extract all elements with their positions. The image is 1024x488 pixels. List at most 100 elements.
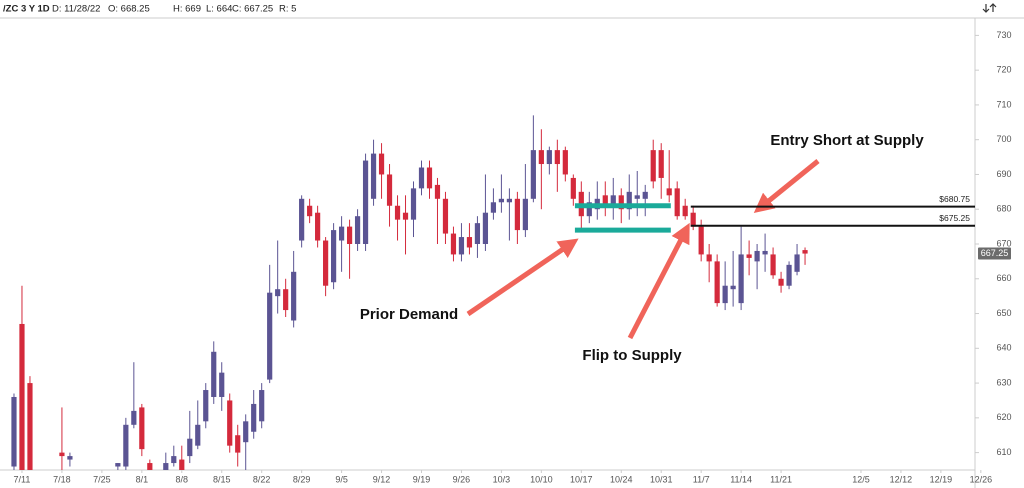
candle-body: [402, 212, 409, 220]
x-tick-label: 10/17: [570, 474, 593, 484]
candle-body: [802, 250, 808, 254]
x-tick-label: 10/24: [610, 474, 633, 484]
candle-body: [275, 289, 281, 297]
x-tick-label: 12/19: [930, 474, 953, 484]
candle-body: [27, 383, 33, 470]
last-price-box: [978, 247, 1011, 260]
candle-body: [698, 226, 704, 255]
annotation: Entry Short at Supply: [770, 132, 924, 149]
x-tick-label: 12/5: [852, 474, 870, 484]
candle-body: [746, 254, 752, 258]
candle-body: [115, 463, 121, 467]
x-tick-label: 8/15: [213, 474, 231, 484]
candle-body: [626, 191, 632, 210]
candle-body: [490, 202, 497, 213]
candle-body: [386, 174, 393, 206]
y-tick-label: 720: [996, 65, 1011, 75]
candle-body: [650, 150, 656, 182]
candle-body: [227, 400, 233, 446]
candle-body: [498, 198, 505, 203]
y-tick-label: 650: [996, 308, 1011, 318]
x-tick-label: 7/11: [14, 474, 31, 484]
candle-body: [506, 198, 512, 203]
candle-body: [554, 150, 560, 165]
header-close: C: 667.25: [232, 4, 273, 15]
x-tick-label: 8/22: [253, 474, 271, 484]
last-price-label: 667.25: [981, 248, 1009, 258]
y-tick-label: 630: [996, 377, 1011, 387]
candle-body: [235, 435, 241, 453]
candle-body: [299, 198, 305, 241]
header-low: L: 664: [206, 4, 232, 15]
candle-body: [666, 188, 672, 196]
candle-body: [530, 150, 536, 199]
candle-body: [570, 177, 576, 199]
x-tick-label: 11/14: [730, 474, 752, 484]
x-tick-label: 10/3: [493, 474, 511, 484]
candle-body: [19, 323, 25, 470]
candle-body: [219, 372, 225, 397]
header-range: R: 5: [279, 4, 296, 15]
candle-body: [123, 424, 129, 467]
y-tick-label: 710: [996, 99, 1011, 109]
candle-body: [418, 167, 425, 189]
candle-body: [538, 150, 544, 165]
candle-body: [187, 438, 193, 457]
header-open: O: 668.25: [108, 4, 150, 15]
candle-body: [315, 212, 321, 241]
candle-body: [211, 351, 217, 397]
arrow: [627, 222, 690, 340]
candle-body: [331, 230, 337, 283]
candle-body: [259, 390, 265, 422]
candle-body: [458, 237, 465, 255]
x-tick-label: 11/7: [693, 474, 710, 484]
candle-body: [514, 198, 520, 231]
candle-body: [706, 254, 712, 262]
candle-body: [610, 195, 616, 206]
candle-body: [730, 285, 736, 290]
annotation: Flip to Supply: [582, 347, 682, 364]
candle-body: [195, 424, 201, 446]
candle-body: [546, 150, 552, 165]
x-tick-label: 9/19: [413, 474, 431, 484]
candle-body: [163, 463, 169, 470]
candle-body: [786, 264, 792, 286]
candle-body: [283, 289, 289, 311]
plot-area: [11, 115, 808, 470]
y-tick-label: 730: [996, 30, 1011, 40]
y-tick-label: 700: [996, 134, 1011, 144]
candle-body: [738, 254, 744, 304]
x-tick-label: 8/29: [293, 474, 311, 484]
y-tick-label: 690: [996, 169, 1011, 179]
x-tick-label: 9/26: [453, 474, 471, 484]
y-tick-label: 660: [996, 273, 1011, 283]
candle-body: [291, 271, 297, 321]
candle-body: [203, 390, 209, 422]
y-tick-label: 620: [996, 412, 1011, 422]
scale-icon[interactable]: [982, 3, 997, 13]
candle-body: [690, 212, 696, 227]
candle-body: [450, 233, 457, 255]
header-high: H: 669: [173, 4, 201, 15]
arrow: [753, 159, 820, 214]
candle-body: [474, 223, 481, 244]
candle-body: [338, 226, 345, 241]
level-label: $680.75: [939, 194, 970, 204]
candle-body: [562, 150, 568, 175]
candle-body: [59, 452, 65, 457]
candle-body: [658, 150, 664, 178]
x-tick-label: 11/21: [770, 474, 792, 484]
candle-body: [394, 205, 401, 220]
candle-body: [778, 278, 784, 286]
y-tick-label: 680: [996, 204, 1011, 214]
candle-body: [770, 254, 776, 276]
candle-body: [251, 403, 257, 432]
candle-body: [442, 198, 449, 234]
x-tick-label: 12/12: [890, 474, 913, 484]
candle-body: [682, 205, 688, 217]
x-tick-label: 10/31: [650, 474, 673, 484]
candle-body: [131, 410, 137, 425]
candle-body: [426, 167, 433, 189]
candle-body: [362, 160, 369, 244]
